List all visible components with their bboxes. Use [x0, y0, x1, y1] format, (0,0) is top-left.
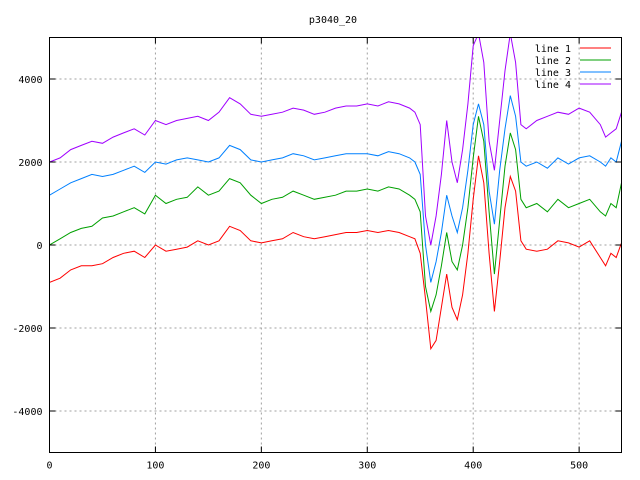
y-tick-label: 4000 — [18, 75, 42, 86]
series-line-4 — [49, 37, 622, 246]
x-tick-label: 100 — [146, 461, 164, 472]
series-line-1 — [49, 155, 622, 351]
x-tick-label: 500 — [570, 461, 588, 472]
chart-title: p3040_20 — [309, 15, 357, 26]
axis-ticks: 0 100 200 300 400 500 -4000 -2000 0 2000 4000 — [12, 37, 622, 472]
legend-label: line 4 — [535, 80, 571, 91]
grid-lines — [49, 37, 622, 453]
y-tick-label: -4000 — [12, 407, 42, 418]
legend-label: line 2 — [535, 56, 571, 67]
y-tick-label: 2000 — [18, 158, 42, 169]
series-lines — [49, 37, 622, 351]
legend-label: line 3 — [535, 68, 571, 79]
x-tick-label: 300 — [358, 461, 376, 472]
y-tick-label: -2000 — [12, 324, 42, 335]
x-tick-label: 200 — [252, 461, 270, 472]
y-tick-label: 0 — [36, 241, 42, 252]
series-line-2 — [49, 116, 622, 314]
series-line-3 — [49, 95, 622, 283]
x-tick-label: 400 — [464, 461, 482, 472]
x-tick-label: 0 — [46, 461, 52, 472]
plot-frame — [49, 37, 622, 453]
legend-label: line 1 — [535, 44, 571, 55]
